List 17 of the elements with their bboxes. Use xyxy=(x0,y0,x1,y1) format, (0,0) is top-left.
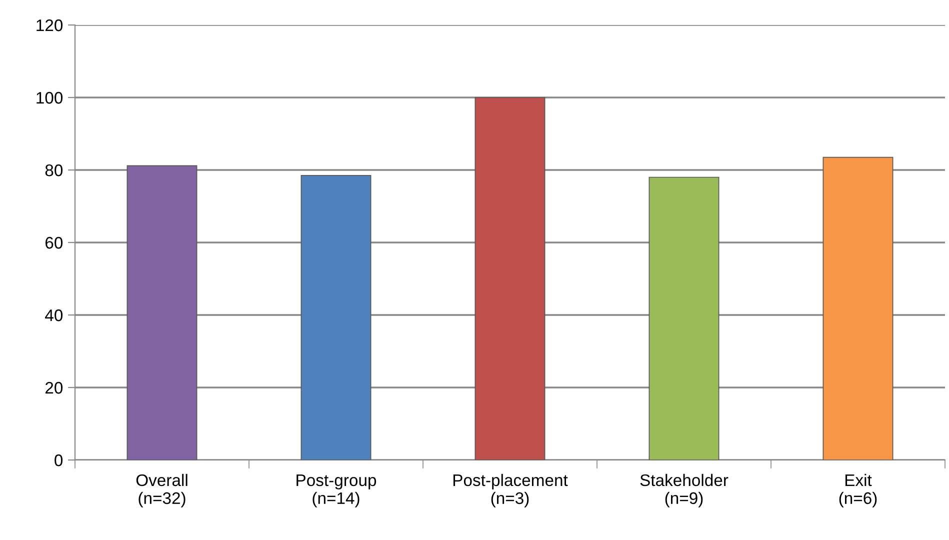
y-tick-label: 40 xyxy=(45,309,63,322)
y-tick-label: 20 xyxy=(45,382,63,394)
x-tick-label: Overall (n=32) xyxy=(136,474,188,508)
bar xyxy=(648,176,720,460)
x-tick-label: Exit (n=6) xyxy=(839,474,877,508)
bar xyxy=(126,165,198,460)
x-tick-label: Post-group (n=14) xyxy=(296,474,376,508)
y-tick-label: 0 xyxy=(54,454,63,466)
bar xyxy=(300,175,372,460)
x-tick-label: Post-placement (n=3) xyxy=(453,474,568,508)
bar xyxy=(474,97,546,460)
y-tick-label: 80 xyxy=(45,164,63,176)
y-tick-label: 100 xyxy=(36,92,63,104)
y-tick-label: 120 xyxy=(36,19,63,32)
y-tick-label: 60 xyxy=(46,236,63,249)
bar xyxy=(822,156,894,460)
x-tick-label: Stakeholder (n=9) xyxy=(640,474,728,508)
